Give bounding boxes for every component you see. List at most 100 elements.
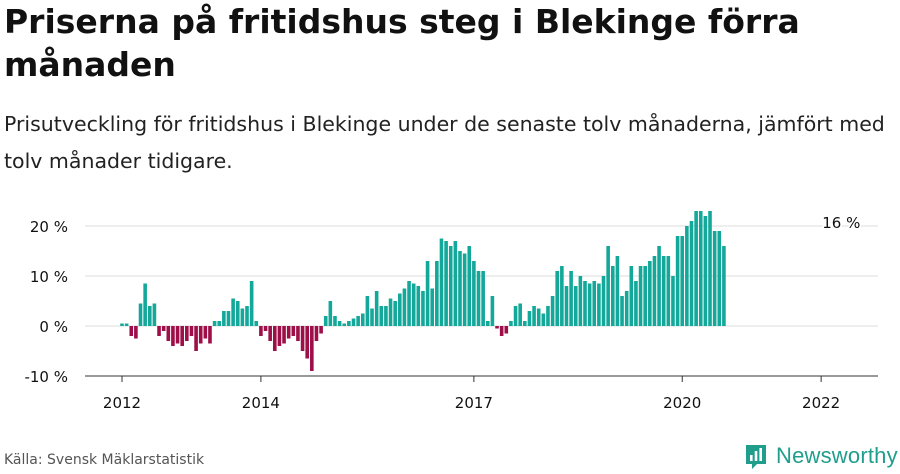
bar — [143, 283, 147, 326]
bar — [680, 236, 685, 326]
bar — [416, 286, 421, 326]
bar — [546, 306, 550, 326]
bar — [319, 326, 323, 334]
bar — [365, 296, 370, 326]
axis-labels: -10 % 0 % 10 % 20 % 2012 2014 2017 2020 2022 16 % — [24, 213, 861, 413]
bar — [675, 236, 680, 326]
bar — [620, 296, 624, 326]
bar — [180, 326, 184, 346]
bar — [296, 326, 300, 341]
bar — [152, 303, 157, 326]
bar — [666, 256, 671, 326]
bar — [337, 321, 342, 326]
y-tick-label: 10 % — [30, 268, 68, 286]
brand-logo[interactable]: Newsworthy — [744, 440, 898, 472]
bar — [342, 323, 347, 326]
bar — [513, 306, 518, 326]
bar — [430, 288, 435, 326]
bar — [189, 326, 194, 336]
bar — [467, 246, 472, 326]
bar — [411, 283, 416, 326]
y-tick-label: 20 % — [30, 218, 68, 236]
bar — [472, 261, 476, 326]
bar — [458, 251, 462, 326]
bar — [388, 298, 393, 326]
bar — [351, 318, 356, 326]
bar — [384, 306, 388, 326]
bar — [222, 311, 226, 326]
bar — [638, 266, 643, 326]
bar — [398, 293, 402, 326]
bar — [629, 266, 634, 326]
bar — [685, 226, 689, 326]
bar — [657, 246, 661, 326]
y-tick-label: 0 % — [39, 318, 68, 336]
bar — [476, 271, 481, 326]
bar — [161, 326, 166, 331]
bar — [374, 291, 379, 326]
bar — [708, 211, 712, 326]
bar — [138, 303, 143, 326]
bar — [254, 321, 259, 326]
bar — [610, 266, 615, 326]
bar — [203, 326, 208, 339]
bar — [300, 326, 305, 351]
bar — [555, 271, 560, 326]
bar — [147, 306, 152, 326]
bar — [712, 231, 717, 326]
bar — [235, 301, 240, 326]
bar — [185, 326, 189, 341]
bar — [550, 296, 555, 326]
bar — [282, 326, 286, 344]
bar — [634, 281, 638, 326]
bar — [560, 266, 564, 326]
bar — [643, 266, 647, 326]
bar — [134, 326, 138, 339]
bar — [425, 261, 430, 326]
bar — [722, 246, 726, 326]
x-tick-label: 2020 — [663, 394, 701, 412]
bar — [314, 326, 319, 341]
bar — [328, 301, 333, 326]
bar — [453, 241, 458, 326]
bar — [263, 326, 268, 331]
bar — [569, 271, 573, 326]
bar — [541, 313, 546, 326]
bar — [435, 261, 439, 326]
bar — [698, 211, 703, 326]
x-tick-label: 2012 — [103, 394, 141, 412]
bar — [171, 326, 175, 346]
x-axis — [85, 375, 878, 382]
bar — [578, 276, 583, 326]
bar — [286, 326, 291, 339]
bar — [481, 271, 485, 326]
bar — [671, 276, 675, 326]
bar — [485, 321, 490, 326]
bar — [624, 291, 629, 326]
bar — [259, 326, 263, 336]
bar — [564, 286, 569, 326]
bar — [694, 211, 698, 326]
bar — [333, 316, 337, 326]
bar — [208, 326, 212, 344]
bar — [194, 326, 198, 351]
bar — [444, 241, 448, 326]
bar — [226, 311, 231, 326]
bar — [231, 298, 235, 326]
x-tick-label: 2014 — [242, 394, 280, 412]
bar — [379, 306, 384, 326]
bar — [272, 326, 277, 351]
bar — [648, 261, 652, 326]
bar — [245, 306, 249, 326]
bar — [518, 303, 522, 326]
bar — [393, 301, 397, 326]
bar — [448, 246, 453, 326]
bar — [240, 308, 245, 326]
bar-series — [120, 211, 726, 371]
newsworthy-logo-icon — [746, 445, 766, 469]
bar — [305, 326, 309, 359]
bar — [532, 306, 536, 326]
bar — [217, 321, 222, 326]
data-label: 16 % — [822, 214, 860, 232]
